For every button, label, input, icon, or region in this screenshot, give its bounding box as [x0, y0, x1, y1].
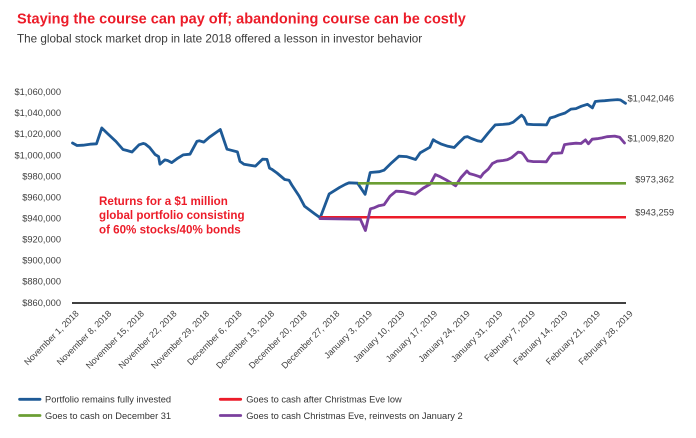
svg-text:$1,040,000: $1,040,000	[14, 108, 61, 118]
svg-text:$940,000: $940,000	[22, 214, 61, 224]
svg-text:$900,000: $900,000	[22, 256, 61, 266]
svg-text:Goes to cash after Christmas E: Goes to cash after Christmas Eve low	[246, 395, 402, 405]
svg-text:$920,000: $920,000	[22, 235, 61, 245]
svg-text:$980,000: $980,000	[22, 171, 61, 181]
svg-text:Returns for a $1 million: Returns for a $1 million	[99, 195, 228, 208]
svg-text:global portfolio consisting: global portfolio consisting	[99, 209, 245, 222]
svg-text:of 60% stocks/40% bonds: of 60% stocks/40% bonds	[99, 223, 241, 236]
svg-text:$860,000: $860,000	[22, 298, 61, 308]
svg-text:The global stock market drop i: The global stock market drop in late 201…	[17, 32, 422, 45]
svg-text:$1,000,000: $1,000,000	[14, 150, 61, 160]
svg-text:$960,000: $960,000	[22, 192, 61, 202]
svg-text:$1,009,820: $1,009,820	[627, 134, 674, 144]
svg-text:Goes to cash Christmas Eve, re: Goes to cash Christmas Eve, reinvests on…	[246, 411, 463, 421]
svg-text:$1,020,000: $1,020,000	[14, 129, 61, 139]
svg-text:$1,042,046: $1,042,046	[627, 94, 674, 104]
svg-text:Staying the course can pay off: Staying the course can pay off; abandoni…	[17, 12, 466, 28]
svg-text:$880,000: $880,000	[22, 277, 61, 287]
svg-text:$973,362: $973,362	[635, 175, 674, 185]
svg-text:Portfolio remains fully invest: Portfolio remains fully invested	[45, 395, 171, 405]
svg-text:Goes to cash on December 31: Goes to cash on December 31	[45, 411, 171, 421]
svg-text:$943,259: $943,259	[635, 208, 674, 218]
svg-text:$1,060,000: $1,060,000	[14, 87, 61, 97]
